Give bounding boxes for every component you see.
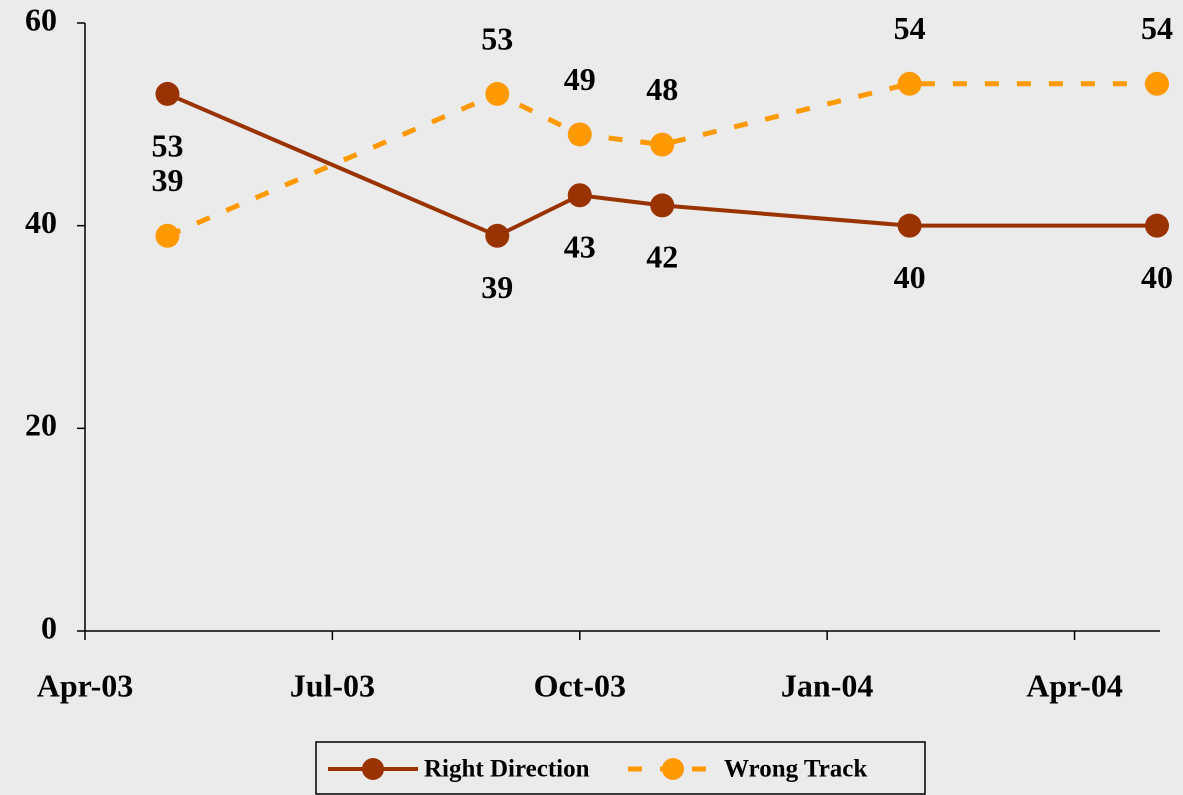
marker [155,223,180,248]
data-label: 54 [1141,10,1173,46]
data-label: 53 [151,127,183,163]
data-label: 53 [481,20,513,56]
legend-label: Right Direction [424,756,590,783]
x-tick-label: Jan-04 [781,667,873,703]
y-tick-label: 60 [25,1,57,37]
x-tick-label: Jul-03 [290,667,375,703]
y-tick-label: 40 [25,204,57,240]
legend-marker [662,758,684,780]
data-label: 43 [564,229,596,265]
series-line [166,81,1157,239]
data-label: 48 [646,71,678,107]
x-tick-label: Oct-03 [534,667,626,703]
marker [650,132,675,157]
data-label: 40 [1141,259,1173,295]
marker [485,223,510,248]
marker [897,71,922,96]
data-label: 49 [564,61,596,97]
y-tick-label: 20 [25,407,57,443]
legend-label: Wrong Track [724,756,867,783]
marker [1145,213,1169,238]
marker [567,183,592,208]
marker [650,193,675,218]
x-tick-label: Apr-03 [37,667,134,703]
data-label: 42 [646,239,678,275]
data-label: 40 [894,259,926,295]
data-label: 39 [481,269,513,305]
data-label: 39 [151,162,183,198]
x-tick-label: Apr-04 [1026,667,1123,703]
marker [897,213,922,238]
data-label: 54 [894,10,926,46]
y-tick-label: 0 [41,609,57,645]
marker [485,81,510,106]
marker [567,122,592,147]
series-line [166,92,1157,239]
marker [1145,71,1169,96]
marker [155,81,180,106]
legend-marker [362,758,384,780]
